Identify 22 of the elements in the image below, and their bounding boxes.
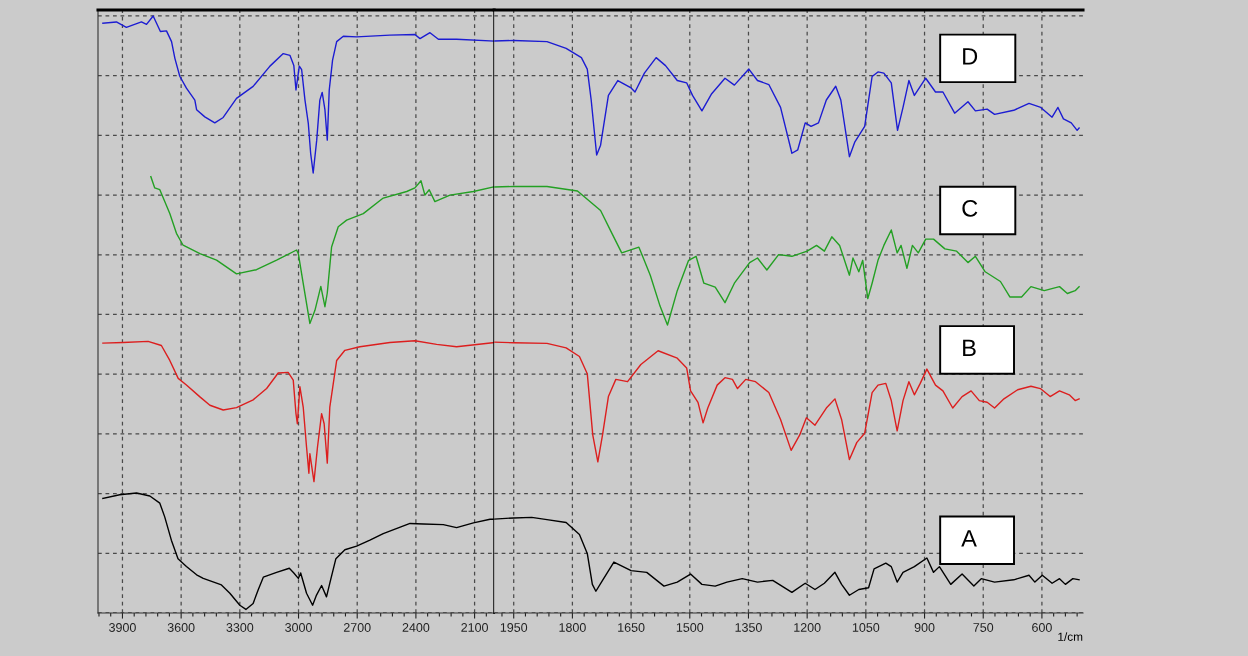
x-tick-label: 3300 bbox=[226, 623, 254, 632]
x-tick-label: 750 bbox=[973, 623, 994, 632]
series-label: A bbox=[961, 530, 977, 547]
series-label: B bbox=[963, 339, 976, 357]
x-tick-label: 2700 bbox=[343, 623, 371, 632]
x-tick-label: 3900 bbox=[109, 623, 136, 632]
x-tick-label: 1950 bbox=[500, 623, 528, 632]
series-label: C bbox=[962, 200, 978, 217]
x-tick-label: 1650 bbox=[618, 623, 645, 632]
x-tick-label: 600 bbox=[1032, 623, 1052, 632]
series-label: D bbox=[963, 48, 978, 65]
x-tick-label: 900 bbox=[914, 623, 935, 632]
x-axis-title: 1/cm bbox=[1058, 632, 1083, 641]
x-tick-label: 3600 bbox=[167, 623, 195, 632]
x-tick-label: 2100 bbox=[461, 623, 489, 632]
x-tick-label: 1500 bbox=[676, 623, 704, 632]
x-tick-label: 1350 bbox=[735, 623, 762, 632]
x-tick-label: 2400 bbox=[402, 623, 430, 632]
x-tick-label: 3000 bbox=[285, 623, 312, 632]
x-tick-label: 1800 bbox=[559, 623, 586, 632]
x-tick-label: 1050 bbox=[852, 623, 880, 632]
x-tick-label: 1200 bbox=[794, 623, 821, 632]
